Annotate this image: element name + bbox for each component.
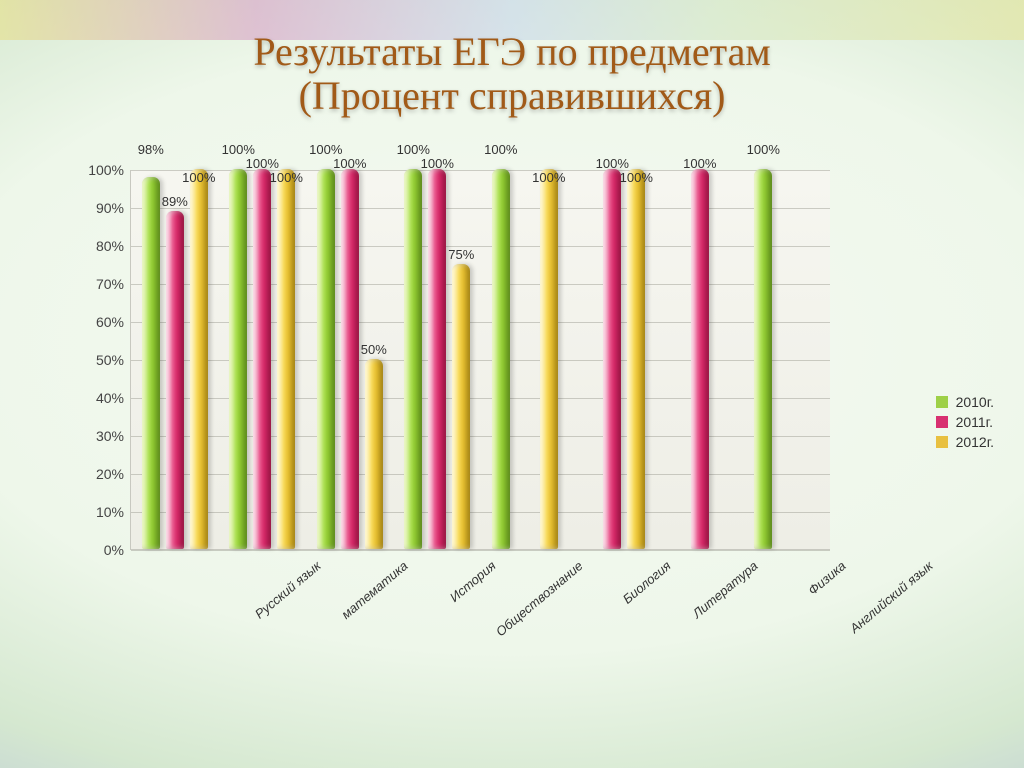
y-tick-label: 0% — [70, 542, 124, 558]
swatch-icon — [936, 396, 948, 408]
bar-value-label: 100% — [733, 142, 793, 157]
bar — [603, 169, 621, 549]
bar — [691, 169, 709, 549]
bar — [341, 169, 359, 549]
category-group: 100%100%50% — [317, 170, 383, 549]
legend: 2010г. 2011г. 2012г. — [936, 390, 994, 454]
legend-label: 2011г. — [956, 414, 993, 430]
bar — [627, 169, 645, 549]
category-group: 100%100%75% — [404, 170, 470, 549]
bar — [190, 169, 208, 549]
bar-value-label: 100% — [383, 142, 443, 157]
bar-value-label: 100% — [169, 170, 229, 185]
y-tick-label: 70% — [70, 276, 124, 292]
y-tick-label: 10% — [70, 504, 124, 520]
bar — [317, 169, 335, 549]
bar-chart: 98%89%100%100%100%100%100%100%50%100%100… — [70, 160, 830, 580]
legend-item-2011: 2011г. — [936, 414, 994, 430]
bar-value-label: 100% — [320, 156, 380, 171]
bar — [404, 169, 422, 549]
legend-item-2010: 2010г. — [936, 394, 994, 410]
bar-value-label: 100% — [471, 142, 531, 157]
bar — [428, 169, 446, 549]
bar-value-label: 100% — [208, 142, 268, 157]
bar-value-label: 100% — [519, 170, 579, 185]
bar — [452, 264, 470, 549]
category-group: 100%100% — [492, 170, 558, 549]
category-group: 100%100%100% — [229, 170, 295, 549]
y-tick-label: 20% — [70, 466, 124, 482]
slide: Результаты ЕГЭ по предметам (Процент спр… — [0, 0, 1024, 768]
swatch-icon — [936, 436, 948, 448]
title-line-2: (Процент справившихся) — [299, 73, 726, 118]
y-tick-label: 60% — [70, 314, 124, 330]
plot-area: 98%89%100%100%100%100%100%100%50%100%100… — [130, 170, 830, 550]
legend-label: 2012г. — [956, 434, 994, 450]
bar-value-label: 100% — [407, 156, 467, 171]
bar — [253, 169, 271, 549]
bar — [754, 169, 772, 549]
bar — [492, 169, 510, 549]
bar-value-label: 100% — [670, 156, 730, 171]
title-line-1: Результаты ЕГЭ по предметам — [253, 29, 770, 74]
legend-label: 2010г. — [956, 394, 994, 410]
category-group: 100% — [667, 170, 733, 549]
category-group: 98%89%100% — [142, 170, 208, 549]
legend-item-2012: 2012г. — [936, 434, 994, 450]
bar-value-label: 50% — [344, 342, 404, 357]
category-group: 100% — [754, 170, 820, 549]
y-tick-label: 40% — [70, 390, 124, 406]
bar-value-label: 100% — [296, 142, 356, 157]
swatch-icon — [936, 416, 948, 428]
bar — [365, 359, 383, 549]
bar — [142, 177, 160, 549]
category-group: 100%100% — [579, 170, 645, 549]
bar-value-label: 100% — [606, 170, 666, 185]
bar — [540, 169, 558, 549]
bar-value-label: 75% — [431, 247, 491, 262]
y-tick-label: 30% — [70, 428, 124, 444]
y-tick-label: 100% — [70, 162, 124, 178]
bar-value-label: 100% — [256, 170, 316, 185]
y-tick-label: 80% — [70, 238, 124, 254]
bar — [166, 211, 184, 549]
bar — [229, 169, 247, 549]
y-tick-label: 90% — [70, 200, 124, 216]
chart-title: Результаты ЕГЭ по предметам (Процент спр… — [0, 30, 1024, 118]
bar — [277, 169, 295, 549]
y-tick-label: 50% — [70, 352, 124, 368]
bar-value-label: 98% — [121, 142, 181, 157]
